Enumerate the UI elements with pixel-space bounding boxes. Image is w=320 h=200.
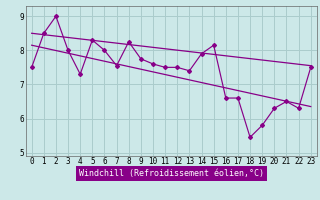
X-axis label: Windchill (Refroidissement éolien,°C): Windchill (Refroidissement éolien,°C): [79, 169, 264, 178]
